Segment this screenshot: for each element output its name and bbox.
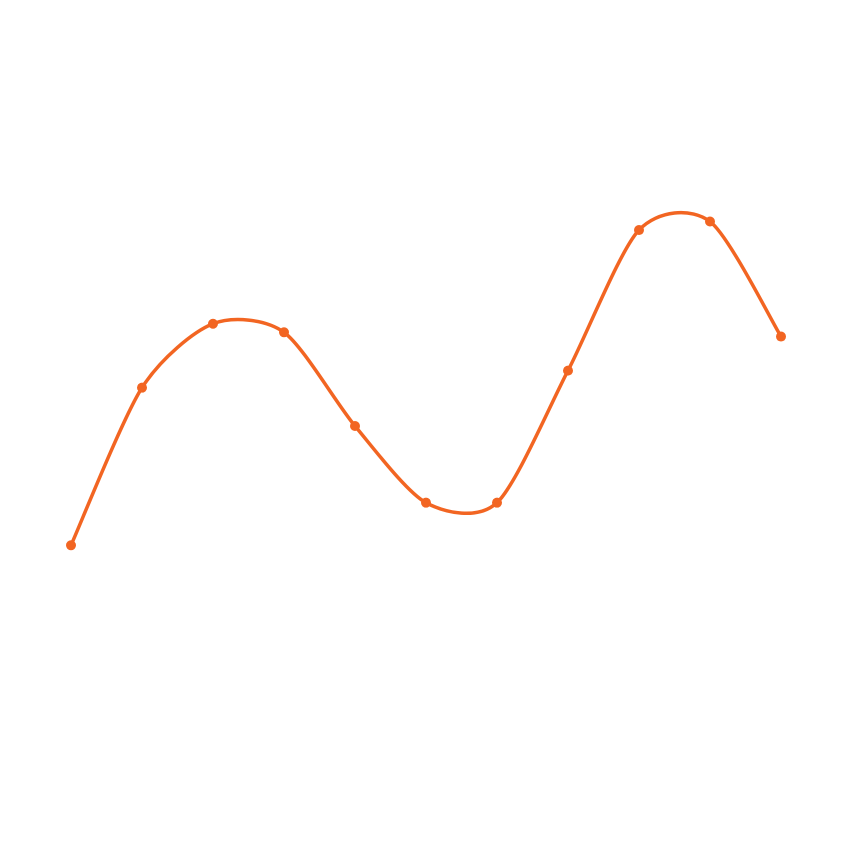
data-point xyxy=(634,225,644,236)
data-point xyxy=(705,216,715,227)
data-point xyxy=(563,365,573,376)
series-line xyxy=(69,210,783,548)
data-point xyxy=(137,382,147,393)
data-point xyxy=(776,331,786,342)
data-point xyxy=(66,540,76,551)
data-point xyxy=(279,327,289,338)
data-point xyxy=(208,318,218,329)
series-layer xyxy=(66,210,786,551)
data-point xyxy=(421,497,431,508)
data-point xyxy=(350,421,360,431)
data-point xyxy=(492,497,502,508)
